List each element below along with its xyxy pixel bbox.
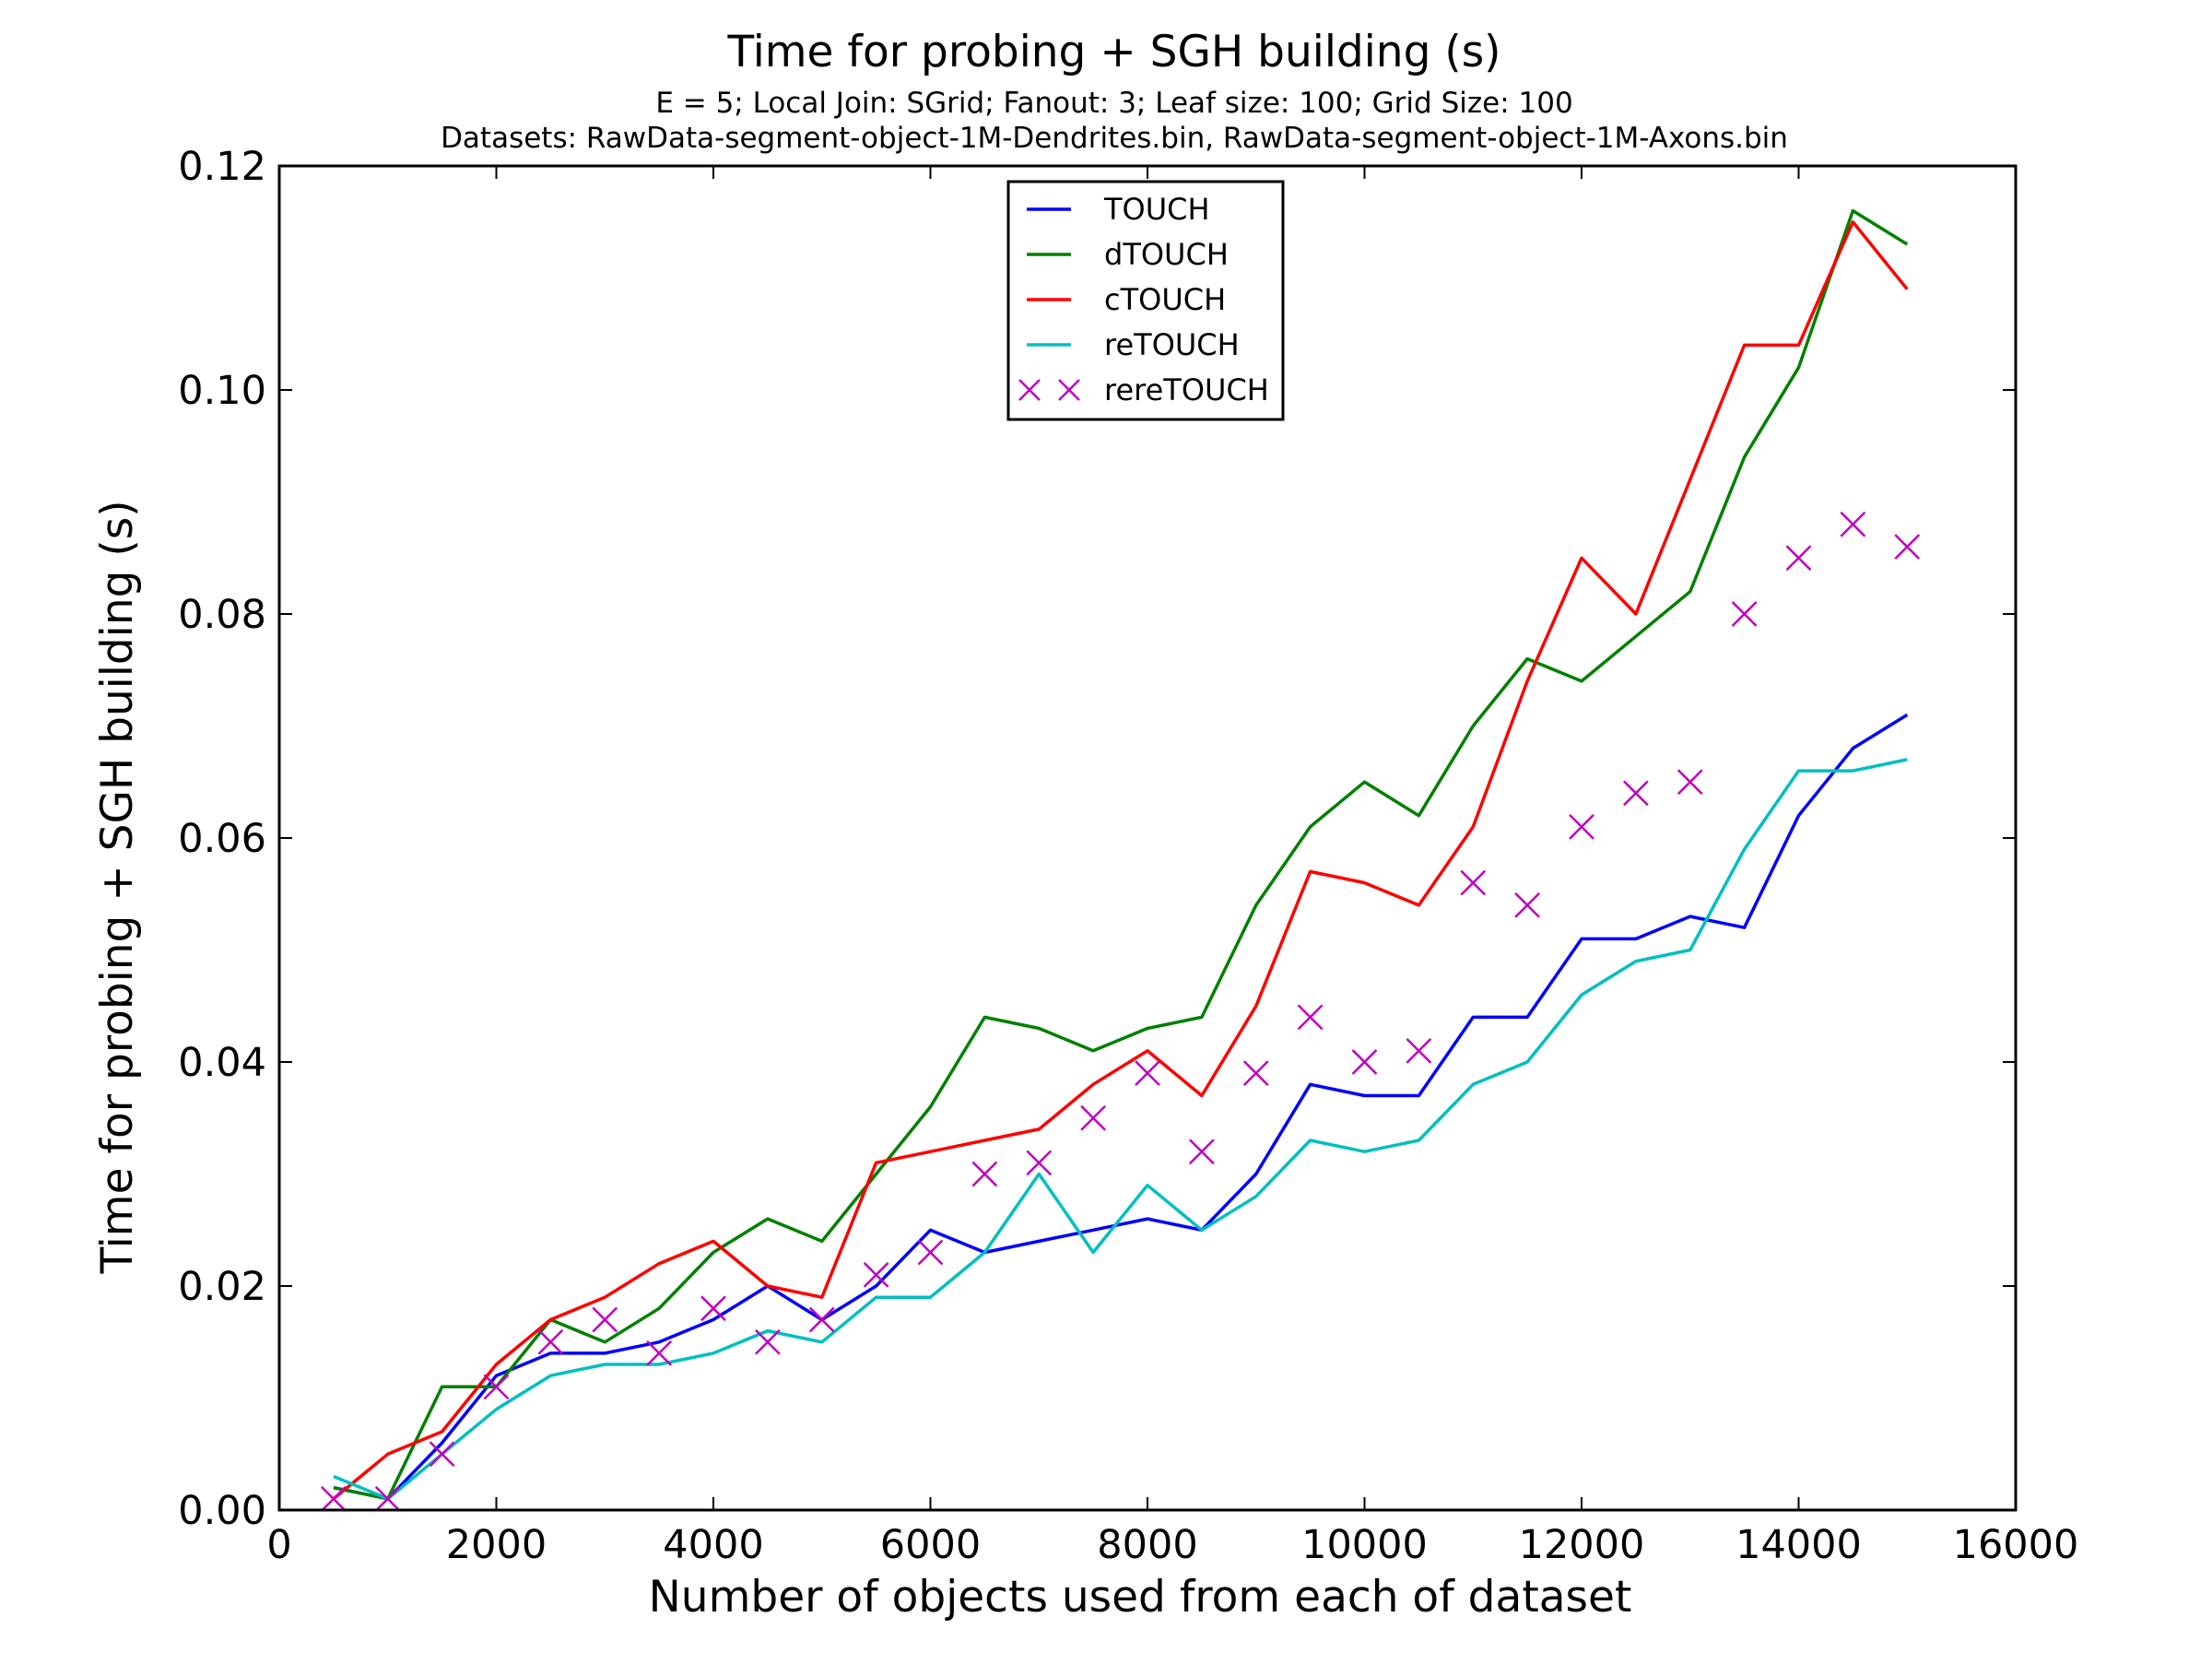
marker-rereTOUCH-9500 <box>1297 1004 1324 1031</box>
marker-rereTOUCH-15000 <box>1894 534 1921 560</box>
marker-rereTOUCH-3000 <box>592 1306 618 1333</box>
marker-rereTOUCH-14500 <box>1840 511 1866 537</box>
y-tick-label: 0.06 <box>178 816 266 862</box>
marker-rereTOUCH-7000 <box>1026 1150 1053 1176</box>
marker-rereTOUCH-5500 <box>863 1261 889 1288</box>
marker-rereTOUCH-12500 <box>1622 780 1649 807</box>
x-axis-label: Number of objects used from each of data… <box>649 1572 1632 1623</box>
marker-rereTOUCH-2500 <box>537 1328 564 1355</box>
series-line-TOUCH <box>333 713 1909 1501</box>
legend-label-reTOUCH: reTOUCH <box>1104 327 1240 362</box>
marker-rereTOUCH-5000 <box>808 1306 835 1333</box>
x-tick-label: 12000 <box>1519 1522 1645 1568</box>
legend-label-dTOUCH: dTOUCH <box>1104 237 1229 272</box>
marker-rereTOUCH-8500 <box>1188 1139 1215 1165</box>
y-tick-label: 0.12 <box>178 144 266 190</box>
marker-rereTOUCH-11000 <box>1460 869 1487 896</box>
x-tick-label: 4000 <box>663 1522 763 1568</box>
y-tick-label: 0.10 <box>178 368 266 414</box>
x-tick-label: 8000 <box>1097 1522 1197 1568</box>
legend-label-rereTOUCH: rereTOUCH <box>1104 372 1269 407</box>
series-line-reTOUCH <box>333 758 1908 1501</box>
marker-rereTOUCH-12000 <box>1569 813 1594 840</box>
marker-rereTOUCH-4000 <box>700 1295 726 1322</box>
x-tick-label: 2000 <box>446 1522 547 1568</box>
marker-rereTOUCH-500 <box>320 1485 347 1512</box>
legend: TOUCH dTOUCH cTOUCH reTOUCH rereTOUCH <box>1006 180 1285 421</box>
x-tick-label: 6000 <box>880 1522 981 1568</box>
legend-label-TOUCH: TOUCH <box>1103 192 1210 227</box>
marker-rereTOUCH-9000 <box>1242 1060 1269 1087</box>
marker-rereTOUCH-8000 <box>1135 1060 1160 1087</box>
marker-rereTOUCH-14000 <box>1785 545 1812 572</box>
marker-rereTOUCH-10000 <box>1351 1049 1378 1075</box>
x-tick-label: 0 <box>266 1522 291 1568</box>
marker-rereTOUCH-6500 <box>971 1161 998 1187</box>
marker-rereTOUCH-11500 <box>1514 892 1541 918</box>
marker-rereTOUCH-13500 <box>1731 601 1758 627</box>
marker-rereTOUCH-1500 <box>429 1441 455 1468</box>
chart-subtitle-line-1: E = 5; Local Join: SGrid; Fanout: 3; Lea… <box>655 87 1572 120</box>
y-tick-label: 0.04 <box>178 1040 266 1086</box>
y-tick-label: 0.02 <box>178 1264 266 1310</box>
x-tick-label: 10000 <box>1301 1522 1428 1568</box>
legend-label-cTOUCH: cTOUCH <box>1104 282 1226 317</box>
marker-rereTOUCH-7500 <box>1080 1104 1107 1131</box>
legend-swatch-rereTOUCH-a <box>1018 379 1041 401</box>
series-line-cTOUCH <box>332 220 1909 1501</box>
x-axis: 0 2000 4000 6000 8000 10000 12000 14000 16000 <box>266 166 2078 1568</box>
marker-rereTOUCH-10500 <box>1406 1037 1432 1064</box>
y-axis-label: Time for probing + SGH building (s) <box>92 500 143 1274</box>
marker-rereTOUCH-1000 <box>374 1485 401 1512</box>
marker-rereTOUCH-4500 <box>754 1328 781 1355</box>
y-axis: 0.00 0.02 0.04 0.06 0.08 0.10 0.12 <box>178 144 2016 1534</box>
chart-subtitle-line-2: Datasets: RawData-segment-object-1M-Dend… <box>441 122 1788 155</box>
marker-rereTOUCH-6000 <box>917 1239 944 1266</box>
y-tick-label: 0.08 <box>178 592 266 638</box>
marker-rereTOUCH-3500 <box>646 1340 673 1366</box>
legend-swatch-rereTOUCH-b <box>1058 379 1080 401</box>
y-tick-label: 0.00 <box>178 1488 266 1534</box>
marker-rereTOUCH-13000 <box>1677 769 1703 796</box>
chart-title: Time for probing + SGH building (s) <box>726 27 1500 77</box>
x-tick-label: 14000 <box>1735 1522 1862 1568</box>
series-line-dTOUCH <box>333 208 1909 1501</box>
marker-rereTOUCH-2000 <box>483 1374 510 1400</box>
x-tick-label: 16000 <box>1953 1522 2079 1568</box>
